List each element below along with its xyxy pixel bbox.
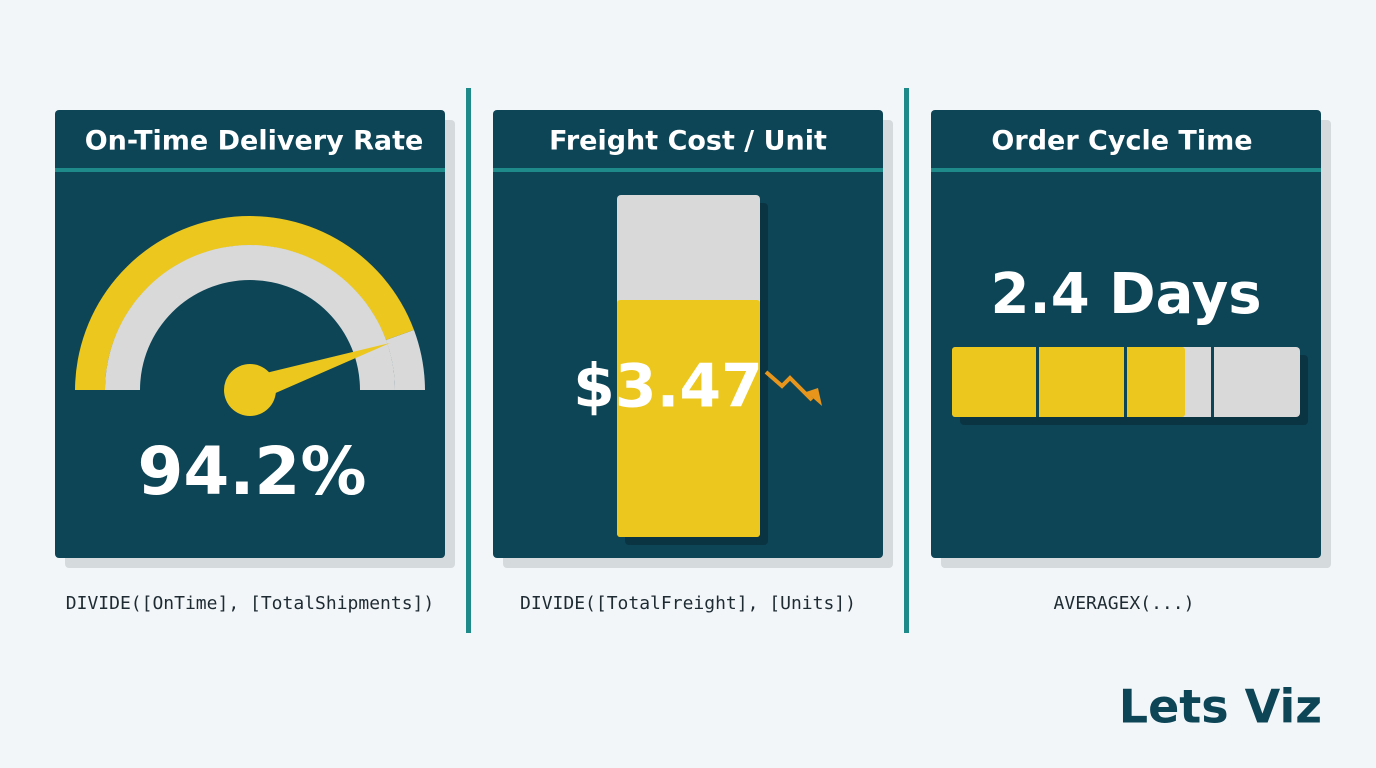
card — [55, 110, 445, 558]
divider — [931, 168, 1321, 172]
card-title: Order Cycle Time — [991, 126, 1252, 157]
kpi-value: $3.47 — [573, 352, 763, 422]
divider — [493, 168, 883, 172]
trend-arrow — [764, 370, 822, 406]
separator — [904, 88, 909, 633]
kpi-card: Freight Cost / Unit $3.47 — [493, 110, 893, 568]
kpi-value: 94.2% — [138, 433, 367, 510]
card-title: On-Time Delivery Rate — [85, 126, 424, 157]
kpi-value: 2.4 Days — [990, 262, 1261, 327]
fill-bar — [617, 195, 768, 545]
card-title: Freight Cost / Unit — [549, 126, 827, 157]
separator — [466, 88, 471, 633]
formula: AVERAGEX(...) — [1054, 593, 1195, 614]
kpi-card: Order Cycle Time 2.4 Days — [931, 110, 1331, 568]
kpi-card: On-Time Delivery Rate 94.2% — [55, 110, 455, 568]
formula: DIVIDE([OnTime], [TotalShipments]) — [66, 593, 434, 614]
gauge — [75, 216, 425, 416]
divider — [55, 168, 445, 172]
formula: DIVIDE([TotalFreight], [Units]) — [520, 593, 856, 614]
card — [931, 110, 1321, 558]
brand-logo: Lets Viz — [1119, 680, 1322, 734]
segment-bar — [952, 347, 1308, 425]
